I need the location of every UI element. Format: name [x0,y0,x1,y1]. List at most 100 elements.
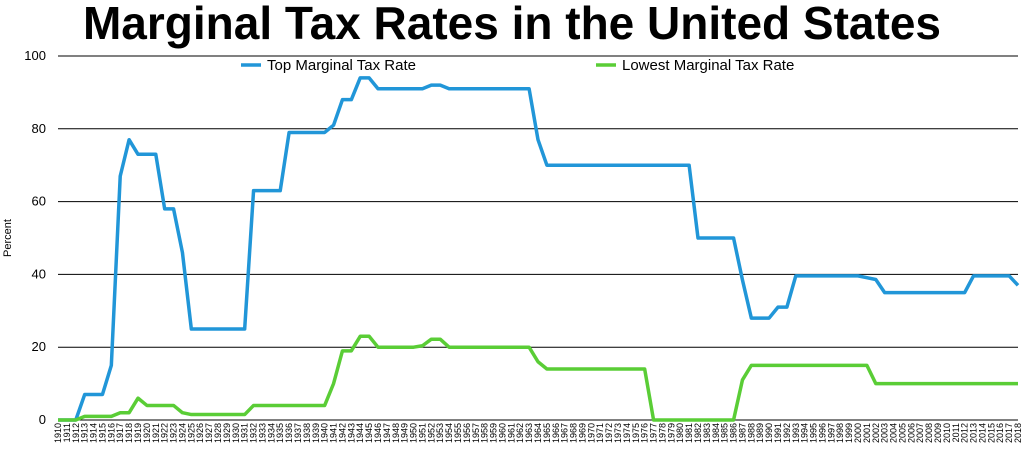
x-tick-label: 1976 [640,423,650,443]
x-tick-label: 1981 [684,423,694,443]
x-tick-label: 2013 [969,423,979,443]
x-tick-label: 2010 [942,423,952,443]
y-tick-label: 0 [39,412,46,427]
x-tick-label: 2002 [871,423,881,443]
x-tick-label: 1936 [284,423,294,443]
x-tick-label: 1954 [444,423,454,443]
x-tick-label: 1966 [551,423,561,443]
x-tick-label: 2000 [853,423,863,443]
x-tick-label: 1910 [53,423,63,443]
x-tick-label: 2009 [933,423,943,443]
x-tick-label: 1986 [729,423,739,443]
x-tick-label: 2015 [986,423,996,443]
x-tick-label: 1957 [471,423,481,443]
y-tick-label: 20 [32,339,46,354]
x-tick-label: 1917 [115,423,125,443]
x-tick-label: 1973 [613,423,623,443]
x-tick-label: 1987 [737,423,747,443]
x-tick-label: 1970 [586,423,596,443]
x-tick-label: 1977 [649,423,659,443]
x-tick-label: 1982 [693,423,703,443]
x-tick-label: 1912 [71,423,81,443]
y-tick-label: 80 [32,121,46,136]
x-tick-label: 1984 [711,423,721,443]
x-tick-label: 1994 [800,423,810,443]
x-tick-label: 1962 [515,423,525,443]
legend-label: Top Marginal Tax Rate [267,57,416,74]
x-tick-label: 1978 [657,423,667,443]
y-tick-label: 60 [32,194,46,209]
x-tick-label: 1929 [222,423,232,443]
legend: Top Marginal Tax Rate Lowest Marginal Tax… [241,57,794,74]
x-tick-label: 2014 [977,423,987,443]
chart-title: Marginal Tax Rates in the United States [82,0,941,49]
x-tick-label: 1948 [391,423,401,443]
series-line-lowest-rate [58,334,1018,422]
x-tick-label: 1968 [569,423,579,443]
x-tick-label: 1965 [542,423,552,443]
x-tick-label: 1914 [89,423,99,443]
x-tick-label: 1946 [373,423,383,443]
x-tick-label: 1969 [577,423,587,443]
x-tick-label: 1953 [435,423,445,443]
x-tick-label: 1930 [231,423,241,443]
x-tick-label: 1951 [417,423,427,443]
x-tick-label: 1940 [320,423,330,443]
x-tick-label: 1956 [462,423,472,443]
x-tick-label: 2008 [924,423,934,443]
x-tick-label: 1971 [595,423,605,443]
x-tick-label: 1995 [809,423,819,443]
x-tick-label: 1938 [302,423,312,443]
x-tick-label: 1933 [257,423,267,443]
x-tick-label: 1915 [97,423,107,443]
x-tick-label: 1992 [782,423,792,443]
x-tick-label: 1963 [524,423,534,443]
x-tick-label: 1985 [720,423,730,443]
x-tick-label: 2017 [1004,423,1014,443]
x-tick-label: 1999 [844,423,854,443]
x-tick-label: 1945 [364,423,374,443]
x-tick-label: 1955 [453,423,463,443]
x-tick-label: 1926 [195,423,205,443]
x-tick-label: 1960 [497,423,507,443]
legend-label: Lowest Marginal Tax Rate [622,57,794,74]
x-tick-label: 1934 [266,423,276,443]
x-tick-label: 1927 [204,423,214,443]
x-tick-label: 1924 [177,423,187,443]
x-tick-label: 1998 [835,423,845,443]
x-tick-label: 2003 [880,423,890,443]
x-tick-label: 1918 [124,423,134,443]
x-tick-label: 1974 [622,423,632,443]
x-tick-label: 1941 [329,423,339,443]
x-tick-label: 1988 [746,423,756,443]
x-tick-label: 1942 [337,423,347,443]
x-tick-label: 1913 [80,423,90,443]
x-tick-label: 1928 [213,423,223,443]
x-tick-label: 2005 [897,423,907,443]
x-tick-label: 1996 [817,423,827,443]
x-tick-label: 1959 [489,423,499,443]
x-tick-label: 2007 [915,423,925,443]
x-tick-label: 1964 [533,423,543,443]
x-tick-label: 1950 [409,423,419,443]
x-tick-label: 2012 [960,423,970,443]
x-tick-label: 1943 [346,423,356,443]
x-tick-label: 1980 [675,423,685,443]
x-tick-label: 2016 [995,423,1005,443]
series-lines [58,76,1020,422]
x-tick-label: 1916 [106,423,116,443]
x-tick-label: 1939 [311,423,321,443]
x-tick-label: 1993 [791,423,801,443]
y-tick-label: 100 [24,48,46,63]
x-tick-label: 1919 [133,423,143,443]
x-tick-label: 2011 [951,423,961,442]
x-tick-label: 1931 [240,423,250,443]
x-tick-label: 1983 [702,423,712,443]
y-tick-labels: 0 20 40 60 80 100 [24,48,46,427]
x-tick-label: 1989 [755,423,765,443]
x-tick-label: 2004 [889,423,899,443]
x-tick-label: 1972 [604,423,614,443]
series-line-top-rate [58,76,1020,422]
x-tick-label: 1958 [480,423,490,443]
